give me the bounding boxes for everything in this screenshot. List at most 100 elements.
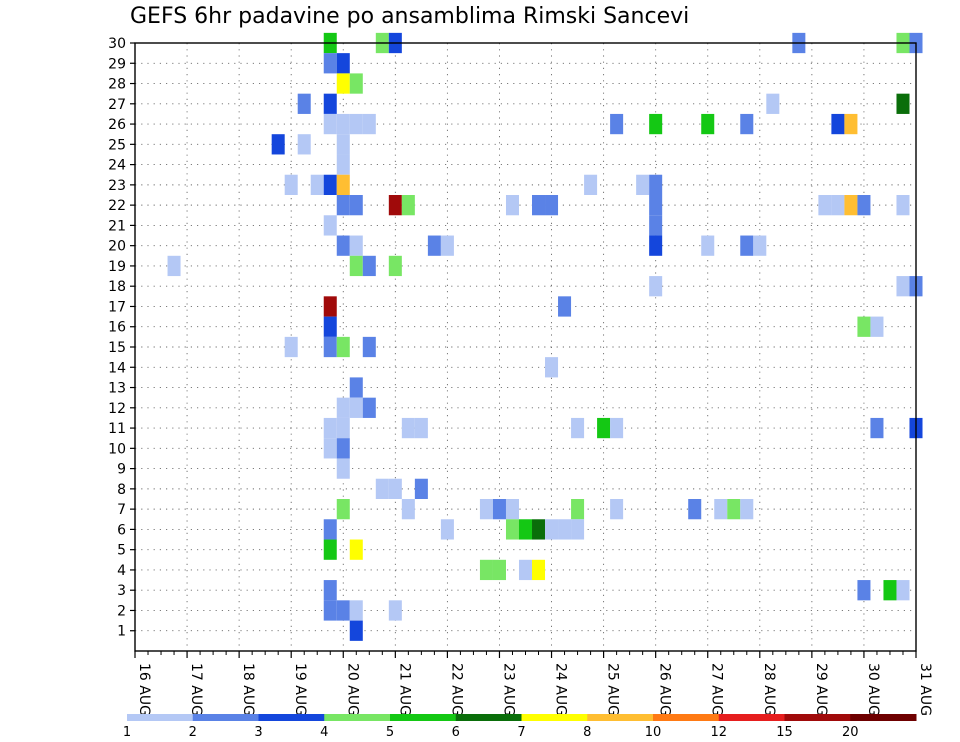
- colorbar-label: 6: [452, 725, 460, 740]
- x-tick-label: 21 AUG: [396, 663, 412, 716]
- y-tick-label: 20: [108, 239, 126, 255]
- y-tick-label: 18: [108, 279, 126, 295]
- precip-cell: [532, 559, 546, 581]
- colorbar-segment: [258, 714, 325, 721]
- y-tick-label: 22: [108, 198, 126, 214]
- precip-cell: [727, 499, 741, 520]
- precip-cell: [323, 296, 337, 317]
- y-tick-label: 3: [117, 583, 126, 599]
- x-tick-label: 18 AUG: [240, 663, 256, 716]
- precip-cell: [701, 113, 715, 135]
- precip-cell: [518, 519, 533, 540]
- x-tick-label: 22 AUG: [448, 663, 464, 716]
- y-tick-label: 1: [117, 624, 126, 640]
- y-tick-label: 9: [117, 462, 126, 478]
- precip-cell: [518, 559, 533, 581]
- precip-cell: [505, 499, 519, 520]
- precip-cell: [323, 519, 337, 540]
- precip-cell: [545, 195, 559, 216]
- colorbar-segment: [127, 714, 194, 721]
- precip-cell: [271, 134, 285, 155]
- precip-cell: [545, 357, 559, 378]
- colorbar-segment: [521, 714, 588, 721]
- precip-cell: [558, 296, 572, 317]
- y-tick-label: 5: [117, 543, 126, 559]
- precip-cell: [323, 174, 337, 195]
- precip-cell: [505, 195, 519, 216]
- colorbar-label: 20: [842, 725, 859, 740]
- y-axis-ticks: 1234567891011121314151617181920212223242…: [108, 36, 135, 640]
- y-tick-label: 21: [108, 218, 126, 234]
- y-tick-label: 8: [117, 482, 126, 498]
- precip-cell: [349, 600, 363, 621]
- precip-cell: [649, 215, 663, 236]
- precip-cell: [883, 580, 897, 601]
- y-tick-label: 23: [108, 178, 126, 194]
- precip-cell: [284, 336, 298, 358]
- precip-cell: [492, 559, 506, 581]
- precip-cell: [844, 113, 858, 135]
- precip-cell: [492, 499, 506, 520]
- precip-cell: [362, 397, 376, 418]
- precip-cell: [362, 113, 376, 135]
- precip-cell: [479, 499, 493, 520]
- precip-cell: [649, 174, 663, 195]
- precip-cell: [336, 458, 350, 479]
- precip-cell: [349, 539, 363, 560]
- y-tick-label: 25: [108, 137, 126, 153]
- x-tick-label: 28 AUG: [761, 663, 777, 716]
- precip-cell: [336, 397, 350, 418]
- precip-cell: [414, 417, 428, 439]
- precip-cell: [349, 195, 363, 216]
- precip-cell: [610, 113, 624, 135]
- precip-cell: [610, 417, 624, 439]
- precip-cell: [310, 174, 324, 195]
- y-tick-label: 14: [108, 360, 126, 376]
- precip-cell: [297, 134, 311, 155]
- precip-cell: [336, 195, 350, 216]
- colorbar-segment: [784, 714, 851, 721]
- y-tick-label: 16: [108, 320, 126, 336]
- precip-cell: [323, 113, 337, 135]
- colorbar-segment: [653, 714, 720, 721]
- x-axis-ticks: 16 AUG 17 AUG 18 AUG 19 AUG 20 AUG 21 AUG 22 A…: [134, 651, 933, 716]
- precip-cell: [401, 195, 415, 216]
- precip-cell: [649, 276, 663, 297]
- precip-cell: [649, 195, 663, 216]
- precip-cell: [896, 276, 910, 297]
- colorbar-label: 4: [320, 725, 328, 740]
- y-tick-label: 7: [117, 502, 126, 518]
- colorbar-label: 7: [517, 725, 525, 740]
- precip-cell: [740, 499, 754, 520]
- precip-cell: [336, 73, 350, 94]
- precip-cell: [323, 215, 337, 236]
- x-tick-label: 31 AUG: [917, 663, 933, 716]
- precip-cell: [336, 134, 350, 155]
- precip-cell: [545, 519, 559, 540]
- precip-cell: [870, 417, 884, 439]
- precip-cell: [336, 235, 350, 256]
- colorbar-label: 10: [645, 725, 662, 740]
- precip-cell: [336, 154, 350, 175]
- colorbar-label: 3: [254, 725, 262, 740]
- precip-cell: [870, 316, 884, 337]
- precip-cell: [636, 174, 650, 195]
- x-tick-label: 20 AUG: [344, 663, 360, 716]
- colorbar-segment: [324, 714, 391, 721]
- precip-cell: [388, 255, 402, 277]
- precip-cell: [336, 174, 350, 195]
- x-tick-label: 29 AUG: [813, 663, 829, 716]
- precip-cell: [323, 93, 337, 114]
- precip-cell: [479, 559, 493, 581]
- precip-cell: [440, 519, 454, 540]
- colorbar-label: 12: [710, 725, 727, 740]
- precip-cell: [349, 255, 363, 277]
- x-tick-label: 25 AUG: [605, 663, 621, 716]
- colorbar-segment: [192, 714, 259, 721]
- precip-cell: [831, 113, 845, 135]
- precip-cell: [349, 235, 363, 256]
- precip-cell: [701, 235, 715, 256]
- precip-cell: [818, 195, 832, 216]
- colorbar-label: 8: [583, 725, 591, 740]
